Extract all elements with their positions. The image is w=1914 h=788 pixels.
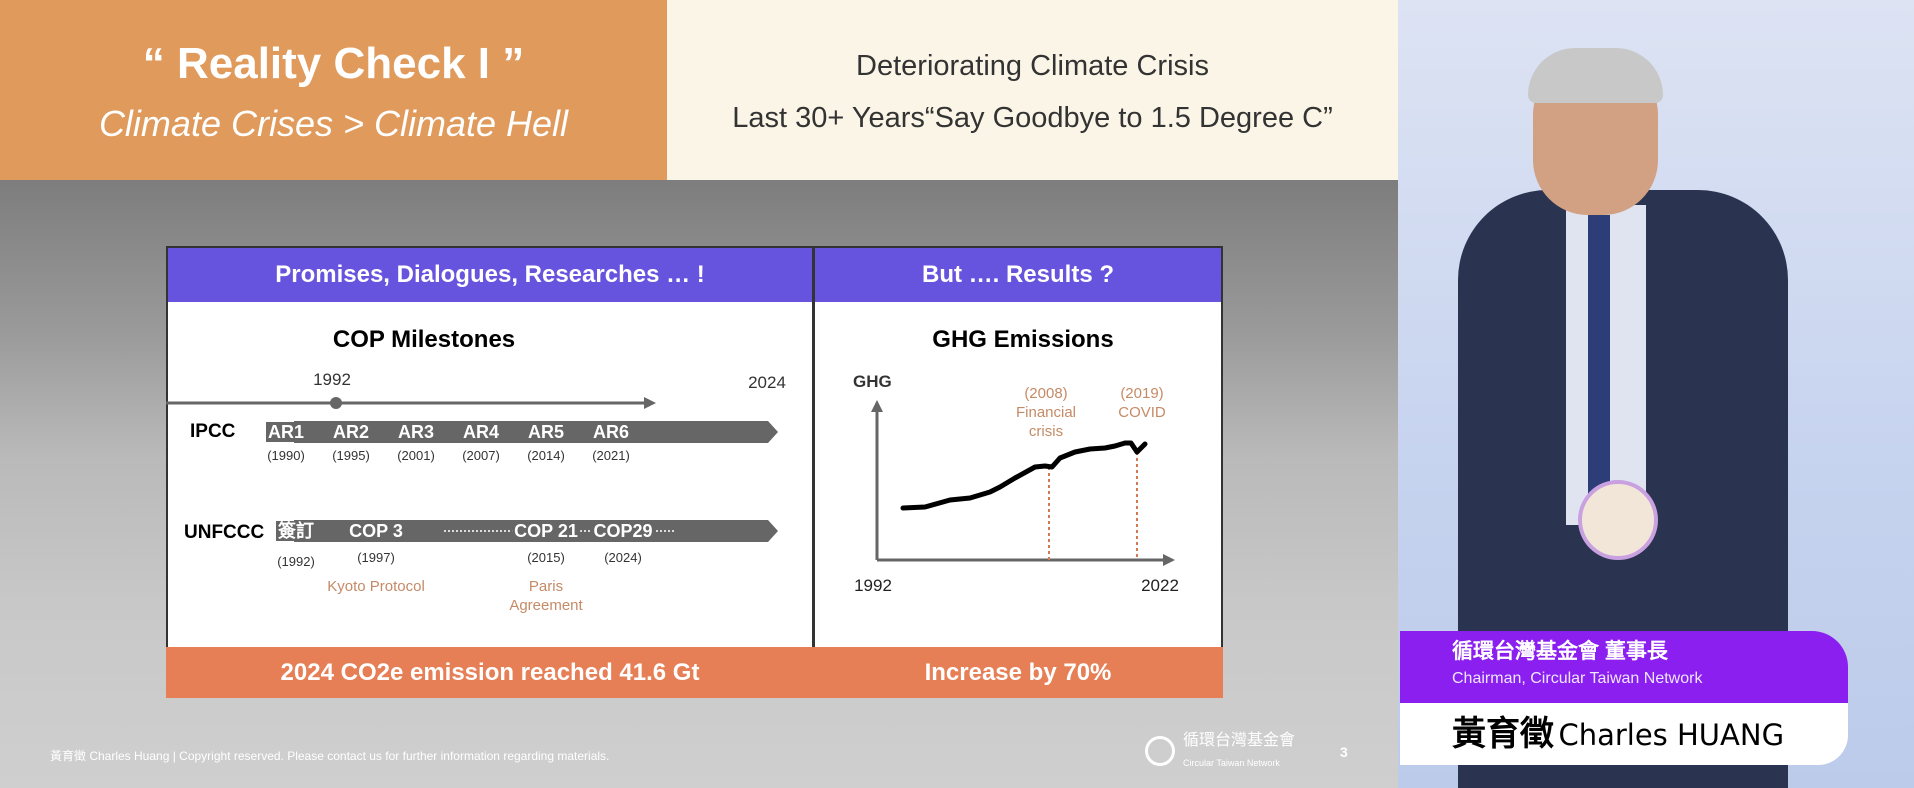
ipcc-report-3: AR3 — [395, 422, 437, 442]
time-axis-arrow — [166, 397, 656, 409]
panel-footer: Increase by 70% — [813, 647, 1223, 698]
panel-footer: 2024 CO2e emission reached 41.6 Gt — [166, 647, 814, 698]
unfccc-year: (1992) — [277, 554, 315, 569]
ipcc-report-6: AR6 — [590, 422, 632, 442]
ipcc-report-1: AR1 — [265, 422, 307, 442]
ipcc-report-5: AR5 — [525, 422, 567, 442]
unfccc-note: Paris Agreement — [509, 578, 583, 614]
ipcc-year: (2001) — [397, 448, 435, 463]
logo-zh: 循環台灣基金會 — [1183, 732, 1296, 749]
slide-subtitle: Climate Crises > Climate Hell — [98, 103, 569, 144]
ipcc-report-2: AR2 — [330, 422, 372, 442]
panel-header: Promises, Dialogues, Researches … ! — [168, 248, 812, 302]
y-axis-label: GHG — [853, 372, 892, 391]
slide-title: “ Reality Check I ” — [142, 39, 525, 88]
title-zh: 循環台灣基金會 董事長 — [1452, 640, 1668, 663]
name-en: Charles HUANG — [1558, 718, 1785, 752]
unfccc-milestone-1: 簽訂 — [276, 521, 316, 541]
logo-en: Circular Taiwan Network — [1183, 758, 1280, 768]
x-axis-arrow — [1163, 554, 1175, 566]
ipcc-year: (1990) — [267, 448, 305, 463]
y-axis-arrow — [871, 400, 883, 412]
x-start-label: 1992 — [854, 576, 892, 595]
ipcc-label: IPCC — [190, 421, 236, 442]
ghg-title: GHG Emissions — [932, 326, 1114, 353]
unfccc-milestone-4: COP29 — [591, 521, 655, 541]
unfccc-year: (2015) — [527, 550, 565, 565]
speaker-hair — [1528, 48, 1663, 103]
ipcc-year: (2021) — [592, 448, 630, 463]
badge — [1578, 480, 1658, 560]
name-tag-title: 循環台灣基金會 董事長 Chairman, Circular Taiwan Ne… — [1400, 631, 1848, 703]
unfccc-label: UNFCCC — [184, 522, 265, 543]
unfccc-milestone-2: COP 3 — [347, 521, 405, 541]
ipcc-year: (2007) — [462, 448, 500, 463]
cop-title: COP Milestones — [332, 326, 516, 353]
subtitle-banner: Deteriorating Climate Crisis Last 30+ Ye… — [667, 0, 1398, 180]
panel-header: But …. Results ? — [815, 248, 1221, 302]
annotation-covid: (2019) COVID — [1118, 385, 1166, 421]
unfccc-milestone-3: COP 21 — [512, 521, 580, 541]
end-year: 2024 — [748, 373, 786, 392]
name-zh: 黃育徵 — [1452, 715, 1554, 753]
title-en: Chairman, Circular Taiwan Network — [1452, 670, 1703, 687]
unfccc-note: Kyoto Protocol — [327, 578, 425, 595]
ipcc-report-4: AR4 — [460, 422, 502, 442]
banner-line-2: Last 30+ Years“Say Goodbye to 1.5 Degree… — [732, 102, 1333, 134]
ghg-panel: But …. Results ? — [813, 246, 1223, 698]
x-end-label: 2022 — [1141, 576, 1179, 595]
annotation-financial-crisis: (2008) Financial crisis — [1015, 385, 1077, 440]
speaker-tie — [1588, 215, 1610, 515]
title-banner: “ Reality Check I ” Climate Crises > Cli… — [0, 0, 667, 180]
ghg-line — [900, 440, 1148, 511]
name-tag-name: 黃育徵 Charles HUANG — [1400, 703, 1848, 765]
unfccc-year: (2024) — [604, 550, 642, 565]
unfccc-year: (1997) — [357, 550, 395, 565]
ipcc-year: (1995) — [332, 448, 370, 463]
ipcc-year: (2014) — [527, 448, 565, 463]
circular-taiwan-logo-icon — [1145, 736, 1175, 766]
copyright-text: 黃育徵 Charles Huang | Copyright reserved. … — [50, 749, 610, 763]
banner-line-1: Deteriorating Climate Crisis — [856, 50, 1209, 82]
page-number: 3 — [1340, 744, 1348, 760]
start-year: 1992 — [313, 370, 351, 389]
ghg-chart — [871, 400, 1175, 566]
